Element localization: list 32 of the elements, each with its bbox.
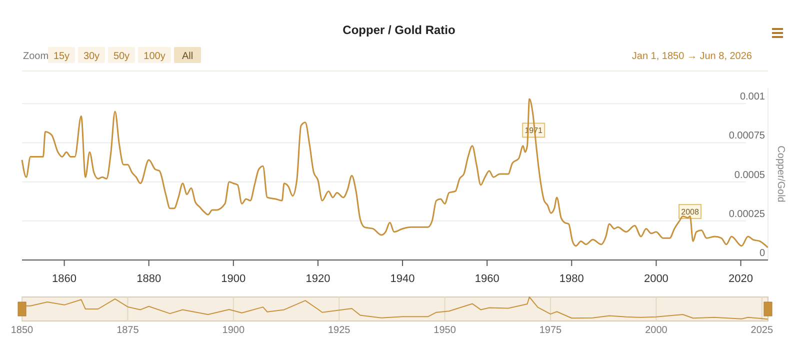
text: Jan 1, 1850 → Jun 8, 2026 [632,51,752,62]
text: 30y [83,51,100,62]
x-tick-label: 1880 [136,273,162,285]
y-tick-label: 0.00025 [728,208,766,220]
text: 50y [113,51,130,62]
x-tick-label: 1875 [116,325,140,336]
x-tick-label: 1850 [10,325,34,336]
x-tick-label: 1860 [52,273,77,285]
x-tick-label: 2025 [750,325,774,336]
x-tick-label: 1980 [559,273,584,285]
x-tick-label: 1900 [222,325,245,336]
chart-title: Copper / Gold Ratio [342,23,456,37]
text: Zoom [23,51,49,62]
y-axis-title: Copper/Gold [775,146,786,202]
x-tick-label: 1920 [306,273,330,285]
x-tick-label: 2000 [645,325,668,336]
x-tick-label: 1925 [328,325,351,336]
x-tick-label: 1950 [434,325,456,336]
x-tick-label: 1900 [221,273,246,285]
x-tick-label: 1960 [474,273,500,285]
x-tick-label: 1940 [390,273,415,285]
y-tick-label: 0.001 [740,92,766,103]
text: All [182,51,194,62]
y-tick-label: 0 [759,248,766,259]
annotation: 2008 [681,208,700,217]
x-tick-label: 2000 [644,273,668,285]
x-tick-label: 2020 [728,273,754,285]
text: 15y [53,51,70,62]
text: 100y [144,51,166,62]
y-tick-label: 0.0005 [734,170,766,181]
x-tick-label: 1975 [539,325,562,336]
y-tick-label: 0.00075 [728,130,766,142]
